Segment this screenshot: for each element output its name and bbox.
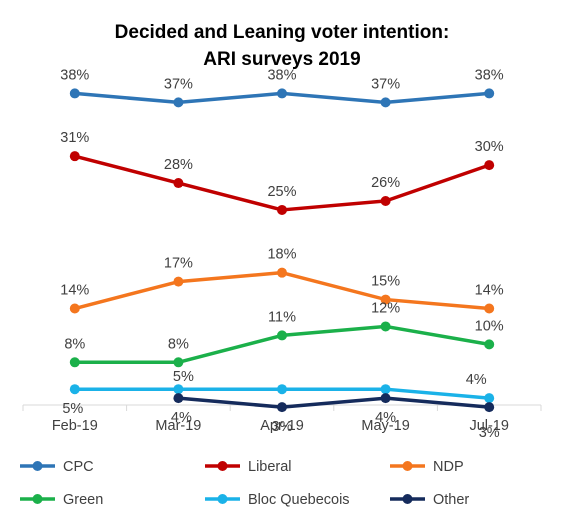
data-label-liberal-jul-19: 30%	[475, 139, 504, 155]
data-point-green-feb-19	[69, 357, 80, 368]
data-point-bloc-quebecois-feb-19	[69, 384, 80, 395]
data-point-liberal-feb-19	[69, 151, 80, 162]
data-point-cpc-jul-19	[484, 88, 495, 99]
data-label-liberal-feb-19: 31%	[60, 130, 89, 146]
x-tick-label-may-19: May-19	[361, 418, 409, 434]
data-label-bloc-quebecois-feb-19: 5%	[62, 401, 83, 417]
series-liberal	[69, 151, 495, 215]
legend-label: Green	[63, 492, 103, 508]
data-label-green-may-19: 12%	[371, 300, 400, 316]
data-label-other-mar-19: 4%	[171, 410, 192, 426]
data-label-cpc-apr-19: 38%	[267, 67, 296, 83]
data-point-ndp-feb-19	[69, 303, 80, 314]
x-tick-label-jul-19: Jul-19	[469, 418, 509, 434]
data-label-ndp-apr-19: 18%	[267, 247, 296, 263]
data-point-other-apr-19	[277, 402, 287, 413]
series-other	[173, 393, 495, 413]
data-label-liberal-may-19: 26%	[371, 175, 400, 191]
data-label-liberal-apr-19: 25%	[267, 184, 296, 200]
data-point-ndp-may-19	[380, 294, 391, 305]
legend: CPC Liberal NDP Green Bloc Quebecois Other	[20, 459, 469, 508]
data-point-bloc-quebecois-may-19	[380, 384, 391, 395]
legend-item-bloc-quebecois: Bloc Quebecois	[205, 492, 350, 508]
data-point-bloc-quebecois-mar-19	[173, 384, 184, 395]
legend-swatch-marker	[32, 461, 43, 471]
x-tick-label-mar-19: Mar-19	[155, 418, 201, 434]
legend-label: Bloc Quebecois	[248, 492, 350, 508]
data-labels: 38% 37% 38% 37% 38% 31% 28% 25% 26% 30% 14% 17% 18% 1…	[60, 67, 504, 441]
series-line-other	[178, 396, 490, 409]
data-point-ndp-mar-19	[173, 276, 184, 287]
data-point-liberal-apr-19	[277, 204, 287, 215]
legend-swatch-marker	[402, 494, 413, 504]
data-label-green-jul-19: 10%	[475, 318, 504, 334]
data-label-bloc-quebecois-mar-19: 5%	[173, 369, 194, 385]
legend-item-ndp: NDP	[390, 459, 464, 475]
data-point-cpc-may-19	[380, 97, 391, 108]
data-point-cpc-feb-19	[69, 88, 80, 99]
series-ndp	[69, 267, 495, 314]
data-point-cpc-mar-19	[173, 97, 184, 108]
data-label-green-feb-19: 8%	[64, 336, 85, 352]
data-point-other-jul-19	[484, 402, 495, 413]
legend-swatch-marker	[32, 494, 43, 504]
data-point-other-may-19	[380, 393, 391, 404]
data-point-liberal-may-19	[380, 195, 391, 206]
series-green	[69, 321, 495, 368]
legend-swatch-marker	[217, 461, 228, 471]
series-line-ndp	[74, 270, 490, 311]
legend-label: CPC	[63, 459, 94, 475]
chart-title: Decided and Leaning voter intention:	[115, 22, 450, 43]
legend-swatch-marker	[402, 461, 413, 471]
legend-label: NDP	[433, 459, 464, 475]
data-label-cpc-jul-19: 38%	[475, 67, 504, 83]
data-point-liberal-mar-19	[173, 178, 184, 189]
data-label-green-mar-19: 8%	[168, 336, 189, 352]
data-point-ndp-jul-19	[484, 303, 495, 314]
legend-label: Liberal	[248, 459, 292, 475]
data-label-ndp-may-19: 15%	[371, 274, 400, 290]
series-cpc	[69, 88, 495, 108]
data-point-liberal-jul-19	[484, 160, 495, 171]
data-label-other-jul-19: 3%	[479, 425, 500, 441]
series-bloc-quebecois	[69, 384, 495, 404]
plot-area	[69, 88, 495, 413]
legend-label: Other	[433, 492, 469, 508]
legend-item-cpc: CPC	[20, 459, 94, 475]
data-label-ndp-feb-19: 14%	[60, 283, 89, 299]
data-point-ndp-apr-19	[277, 267, 287, 278]
chart-subtitle: ARI surveys 2019	[203, 49, 360, 70]
x-tick-label-apr-19: Apr-19	[260, 418, 304, 434]
data-point-bloc-quebecois-apr-19	[277, 384, 287, 395]
data-point-green-apr-19	[277, 330, 287, 341]
data-point-green-mar-19	[173, 357, 184, 368]
data-label-ndp-mar-19: 17%	[164, 256, 193, 272]
data-label-green-apr-19: 11%	[268, 309, 296, 325]
data-point-cpc-apr-19	[277, 88, 287, 99]
legend-item-green: Green	[20, 492, 103, 508]
legend-swatch-marker	[217, 494, 228, 504]
data-label-other-may-19: 4%	[375, 410, 396, 426]
legend-item-liberal: Liberal	[205, 459, 292, 475]
data-label-ndp-jul-19: 14%	[475, 283, 504, 299]
data-point-bloc-quebecois-jul-19	[484, 393, 495, 404]
data-label-cpc-mar-19: 37%	[164, 76, 193, 92]
data-point-green-jul-19	[484, 339, 495, 350]
data-point-green-may-19	[380, 321, 391, 332]
data-label-cpc-feb-19: 38%	[60, 67, 89, 83]
data-label-cpc-may-19: 37%	[371, 76, 400, 92]
data-label-liberal-mar-19: 28%	[164, 157, 193, 173]
legend-item-other: Other	[390, 492, 469, 508]
data-point-other-mar-19	[173, 393, 184, 404]
data-label-bloc-quebecois-jul-19: 4%	[466, 372, 487, 388]
x-tick-label-feb-19: Feb-19	[52, 418, 98, 434]
data-label-other-apr-19: 3%	[272, 419, 293, 435]
